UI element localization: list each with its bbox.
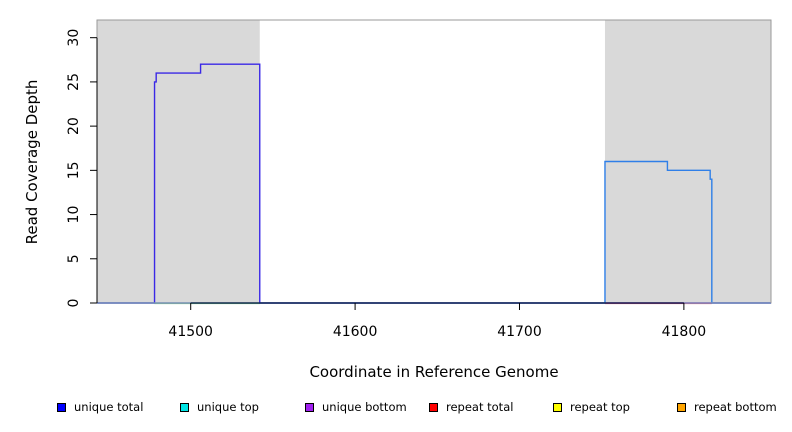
coverage-chart: 0 5 10 15 20 25 30 41500 41600 41700 41800 Coordi… [23,19,772,381]
legend-label: unique bottom [322,400,407,414]
plot-background [97,20,771,303]
legend-item-repeat-top: repeat top [553,400,630,414]
legend-label: repeat total [446,400,514,414]
x-axis-label: Coordinate in Reference Genome [309,363,558,381]
legend-swatch [553,402,562,412]
legend-label: repeat top [570,400,630,414]
series-line-unique-total [97,63,771,304]
y-tick-label: 10 [66,206,82,224]
x-tick-label: 41500 [168,324,213,340]
legend-item-unique-top: unique top [180,400,259,414]
y-tick-label: 0 [66,299,82,308]
x-tick-label: 41600 [333,324,378,340]
legend-label: unique top [197,400,259,414]
legend-item-repeat-bottom: repeat bottom [677,400,777,414]
y-tick-label: 15 [66,161,82,179]
legend-item-unique-bottom: unique bottom [305,400,407,414]
legend-swatch [57,402,66,412]
legend-swatch [677,402,686,412]
shaded-region-1 [97,20,260,303]
y-tick-label: 20 [66,117,82,135]
legend-swatch [429,402,438,412]
legend-label: repeat bottom [694,400,777,414]
y-tick-label: 25 [66,73,82,91]
legend: unique total unique top unique bottom repea… [0,400,792,418]
legend-swatch [180,402,189,412]
legend-item-unique-total: unique total [57,400,143,414]
series-line-repeat-total [97,160,771,304]
legend-label: unique total [74,400,144,414]
y-axis-label: Read Coverage Depth [23,80,41,245]
legend-swatch [305,402,314,412]
x-axis: 41500 41600 41700 41800 [168,302,707,340]
y-tick-label: 5 [66,254,82,263]
y-axis: 0 5 10 15 20 25 30 [66,29,98,308]
x-tick-label: 41700 [497,324,542,340]
x-tick-label: 41800 [662,324,707,340]
y-tick-label: 30 [66,29,82,47]
legend-item-repeat-total: repeat total [429,400,513,414]
